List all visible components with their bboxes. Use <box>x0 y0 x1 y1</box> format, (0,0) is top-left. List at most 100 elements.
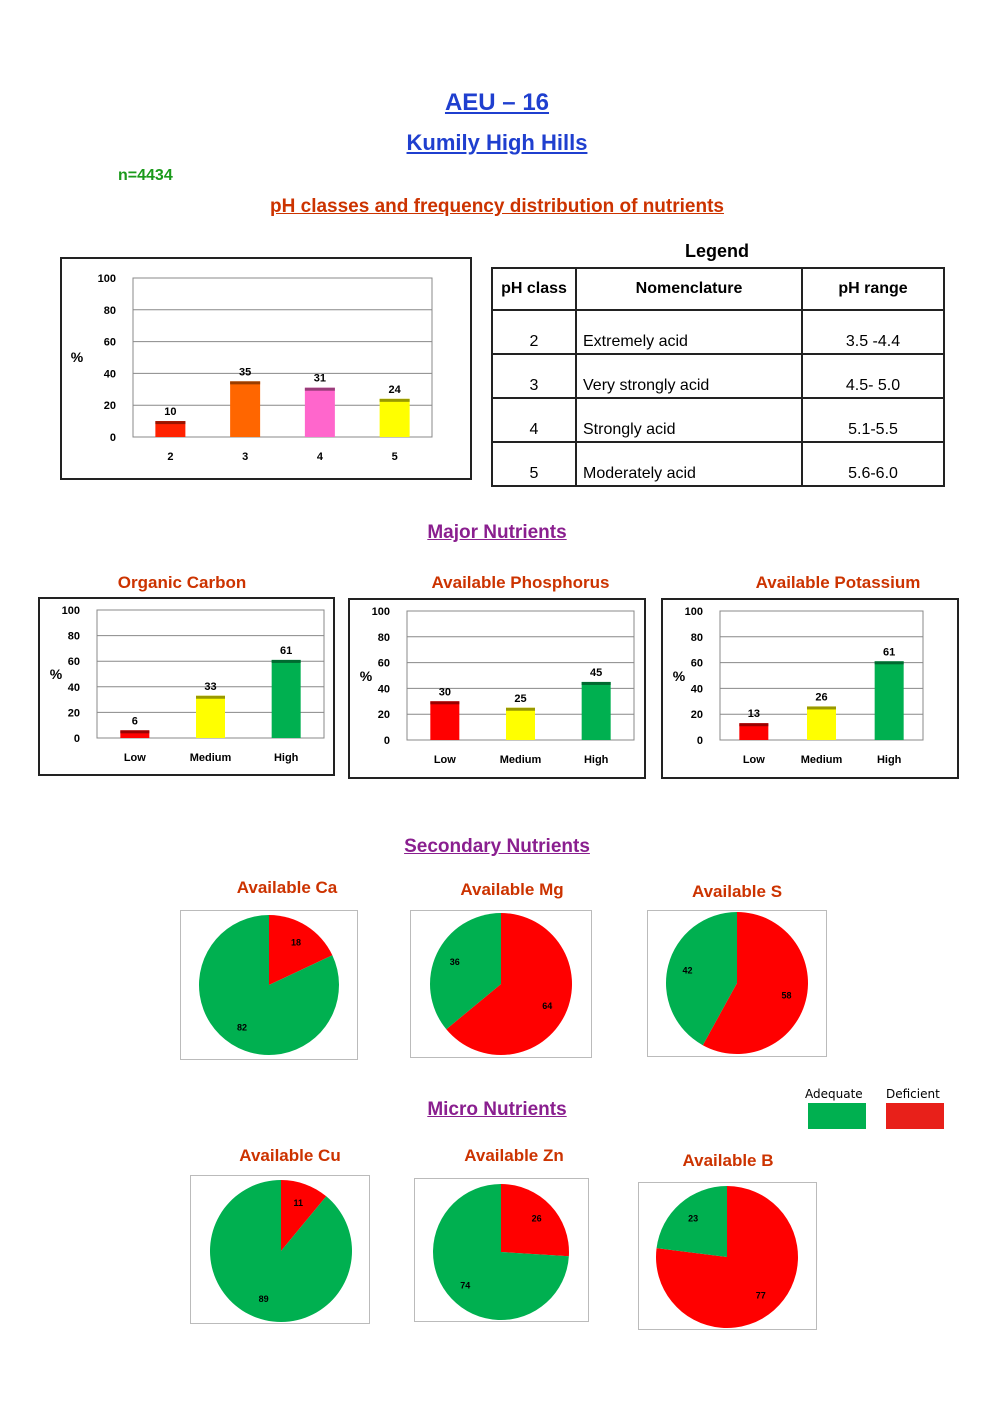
y-tick-label: 40 <box>378 683 390 695</box>
ak-chart-title: Available Potassium <box>755 573 921 592</box>
mg-chart-title: Available Mg <box>460 880 564 899</box>
slice-label: 77 <box>756 1290 766 1300</box>
slice-label: 26 <box>532 1213 542 1223</box>
y-tick-label: 60 <box>104 337 116 349</box>
ph-bar-chart: 0 20 40 60 80 100% 10 2 35 3 31 4 24 5 <box>71 273 433 463</box>
y-axis-label: % <box>360 668 373 684</box>
x-tick-label: 3 <box>242 451 248 463</box>
ap-chart-title: Available Phosphorus <box>431 573 610 592</box>
bar <box>196 695 225 738</box>
pie-slice <box>433 1184 569 1320</box>
y-tick-label: 100 <box>372 606 390 618</box>
pie-slice <box>430 913 501 1030</box>
data-label: 35 <box>239 366 251 378</box>
bar <box>271 659 301 738</box>
bar-top <box>430 701 460 705</box>
ca-chart-title: Available Ca <box>236 878 338 897</box>
y-tick-label: 40 <box>691 683 703 695</box>
pie-slice <box>446 913 572 1055</box>
b-pie-frame: 77 23 <box>638 1182 817 1330</box>
y-tick-label: 80 <box>378 632 390 644</box>
y-tick-label: 20 <box>378 709 390 721</box>
mg-pie-frame: 64 36 <box>410 910 592 1058</box>
pie-slice <box>501 1184 569 1257</box>
legend-header-nomenclature: Nomenclature <box>575 267 803 311</box>
ap-chart-frame: 0 20 40 60 80 100% 30 Low 25 Medium 45 High <box>348 598 646 779</box>
bar-top <box>304 387 335 391</box>
bar <box>739 723 769 740</box>
y-axis-label: % <box>50 666 63 682</box>
page-title: AEU – 16 <box>444 89 550 116</box>
ph-chart-frame: 0 20 40 60 80 100% 10 2 35 3 31 4 24 5 <box>60 257 472 480</box>
pie-slice <box>666 912 737 1046</box>
legend-cell-class: 4 <box>491 397 577 443</box>
bar-top <box>120 730 150 734</box>
bar-top <box>230 381 261 385</box>
pie-slice <box>656 1186 727 1257</box>
oc-bar-chart: 0 20 40 60 80 100% 6 Low 33 Medium 61 High <box>50 605 325 764</box>
bar <box>120 730 150 738</box>
s-pie-chart: 58 42 <box>666 912 808 1054</box>
pie-slice <box>210 1180 352 1322</box>
data-label: 30 <box>439 686 451 698</box>
data-label: 10 <box>164 406 176 418</box>
deficient-key-label: Deficient <box>886 1087 940 1101</box>
data-label: 61 <box>280 645 292 657</box>
bar <box>155 421 186 437</box>
y-tick-label: 60 <box>68 656 80 668</box>
data-label: 24 <box>389 384 402 396</box>
bar-top <box>874 661 904 665</box>
x-tick-label: High <box>274 752 299 764</box>
legend-cell-nomenclature: Moderately acid <box>575 441 803 487</box>
data-label: 33 <box>204 681 216 693</box>
x-tick-label: 5 <box>392 451 398 463</box>
pie-slice <box>702 912 808 1054</box>
zn-pie-chart: 26 74 <box>433 1184 569 1320</box>
legend-cell-range: 5.1-5.5 <box>801 397 945 443</box>
mg-pie-chart: 64 36 <box>430 913 572 1055</box>
y-tick-label: 40 <box>104 368 116 380</box>
y-tick-label: 100 <box>62 605 80 617</box>
y-tick-label: 80 <box>104 305 116 317</box>
slice-label: 36 <box>450 957 460 967</box>
y-tick-label: 0 <box>384 735 390 747</box>
ca-pie-frame: 18 82 <box>180 910 358 1060</box>
bar-top <box>807 706 836 710</box>
sample-count: n=4434 <box>118 167 173 184</box>
y-tick-label: 20 <box>104 400 116 412</box>
slice-label: 42 <box>682 965 692 975</box>
y-axis-label: % <box>673 668 686 684</box>
x-tick-label: 4 <box>317 451 324 463</box>
x-tick-label: Medium <box>190 752 232 764</box>
y-tick-label: 100 <box>685 606 703 618</box>
bar <box>506 707 535 740</box>
x-tick-label: Low <box>124 752 146 764</box>
legend-header-phclass: pH class <box>491 267 577 311</box>
pie-slice <box>269 915 333 985</box>
slice-label: 18 <box>291 937 301 947</box>
x-tick-label: Medium <box>500 754 542 766</box>
bar-top <box>271 659 301 663</box>
adequate-key-label: Adequate <box>805 1087 863 1101</box>
x-tick-label: Low <box>434 754 456 766</box>
secondary-nutrients-heading: Secondary Nutrients <box>404 836 590 857</box>
bar-top <box>739 723 769 727</box>
bar <box>379 398 410 437</box>
y-tick-label: 0 <box>74 733 80 745</box>
cu-chart-title: Available Cu <box>239 1146 341 1165</box>
micro-nutrients-heading: Micro Nutrients <box>427 1099 567 1120</box>
data-label: 31 <box>314 373 326 385</box>
ph-legend-table: pH class Nomenclature pH range 2 Extreme… <box>491 267 945 487</box>
bar-top <box>196 695 225 699</box>
b-pie-chart: 77 23 <box>656 1186 798 1328</box>
y-tick-label: 80 <box>691 632 703 644</box>
legend-row: 3 Very strongly acid 4.5- 5.0 <box>491 353 945 399</box>
page-subtitle: Kumily High Hills <box>406 130 588 155</box>
x-tick-label: Low <box>743 754 765 766</box>
legend-cell-nomenclature: Extremely acid <box>575 309 803 355</box>
b-chart-title: Available B <box>682 1151 774 1170</box>
oc-chart-title: Organic Carbon <box>117 573 247 592</box>
bar <box>807 706 836 740</box>
legend-row: 4 Strongly acid 5.1-5.5 <box>491 397 945 443</box>
